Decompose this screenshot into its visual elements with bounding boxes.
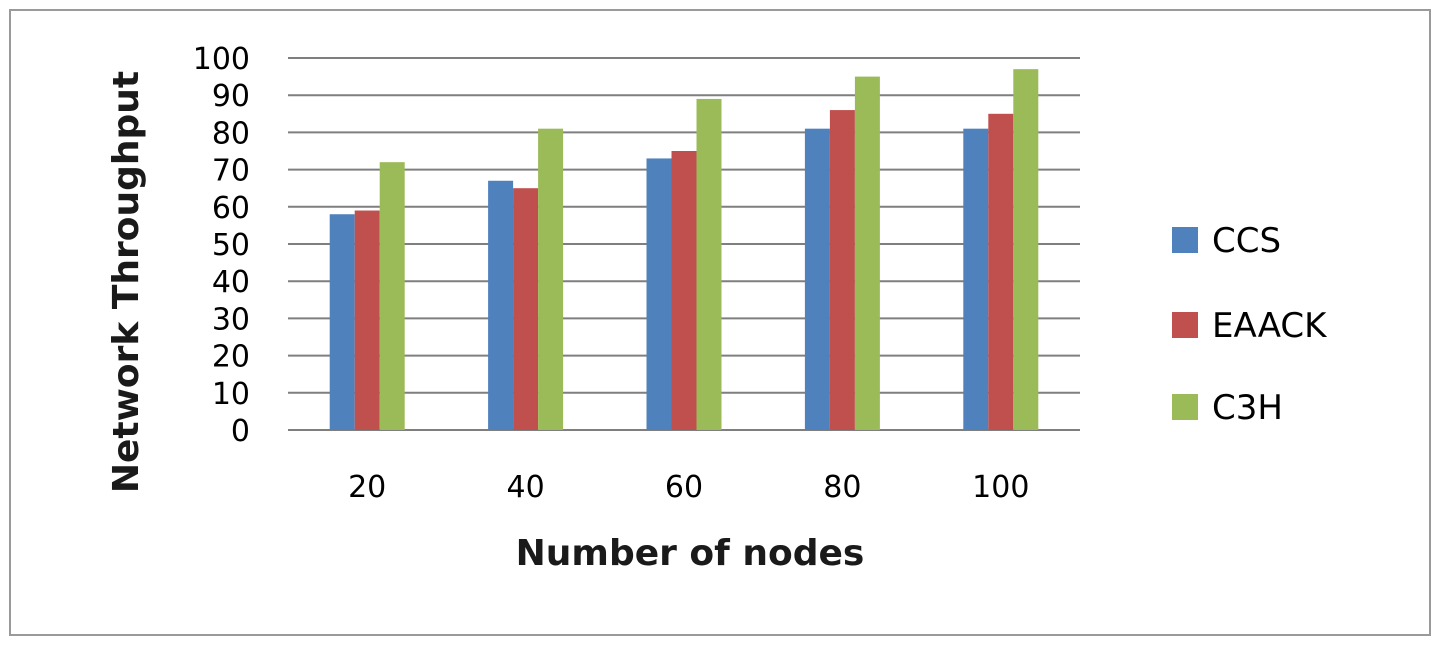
legend-swatch-ccs: [1172, 227, 1198, 253]
gridlines: [288, 57, 1080, 431]
bar-c3h-80: [854, 76, 880, 430]
bar-c3h-100: [1013, 69, 1039, 430]
bar-eaack-40: [513, 188, 539, 430]
x-tick-label: 20: [348, 470, 386, 505]
bar-ccs-20: [329, 214, 355, 430]
x-axis-title: Number of nodes: [516, 533, 865, 574]
bar-eaack-20: [354, 210, 380, 430]
bar-eaack-80: [829, 110, 855, 430]
bar-eaack-100: [988, 113, 1014, 431]
legend-label-ccs: CCS: [1212, 221, 1281, 261]
y-tick-label: 100: [193, 42, 250, 77]
y-tick-label: 80: [212, 116, 250, 151]
bar-ccs-100: [963, 128, 989, 430]
x-tick-label: 60: [665, 470, 703, 505]
x-tick-label: 100: [972, 470, 1029, 505]
y-tick-label: 10: [212, 377, 250, 412]
x-tick-labels: 20 40 60 80 100: [348, 470, 1029, 505]
legend-label-eaack: EAACK: [1212, 306, 1328, 346]
legend-swatch-eaack: [1172, 312, 1198, 338]
bar-c3h-20: [379, 162, 405, 430]
bar-eaack-60: [671, 151, 697, 430]
x-tick-label: 40: [507, 470, 545, 505]
y-tick-label: 90: [212, 79, 250, 114]
legend-label-c3h: C3H: [1212, 388, 1283, 428]
y-tick-label: 20: [212, 340, 250, 375]
y-axis-title: Network Throughput: [106, 71, 147, 493]
legend-swatch-c3h: [1172, 394, 1198, 420]
bar-ccs-60: [646, 158, 672, 430]
y-tick-label: 60: [212, 191, 250, 226]
y-tick-label: 50: [212, 228, 250, 263]
y-tick-label: 70: [212, 154, 250, 189]
y-tick-label: 30: [212, 302, 250, 337]
bars: [329, 69, 1039, 431]
bar-c3h-40: [538, 128, 564, 430]
y-tick-label: 40: [212, 265, 250, 300]
y-tick-label: 0: [231, 414, 250, 449]
x-tick-label: 80: [823, 470, 861, 505]
legend: CCS EAACK C3H: [1172, 221, 1328, 428]
bar-ccs-40: [488, 180, 514, 430]
bar-ccs-80: [804, 128, 830, 430]
bar-c3h-60: [696, 98, 722, 431]
